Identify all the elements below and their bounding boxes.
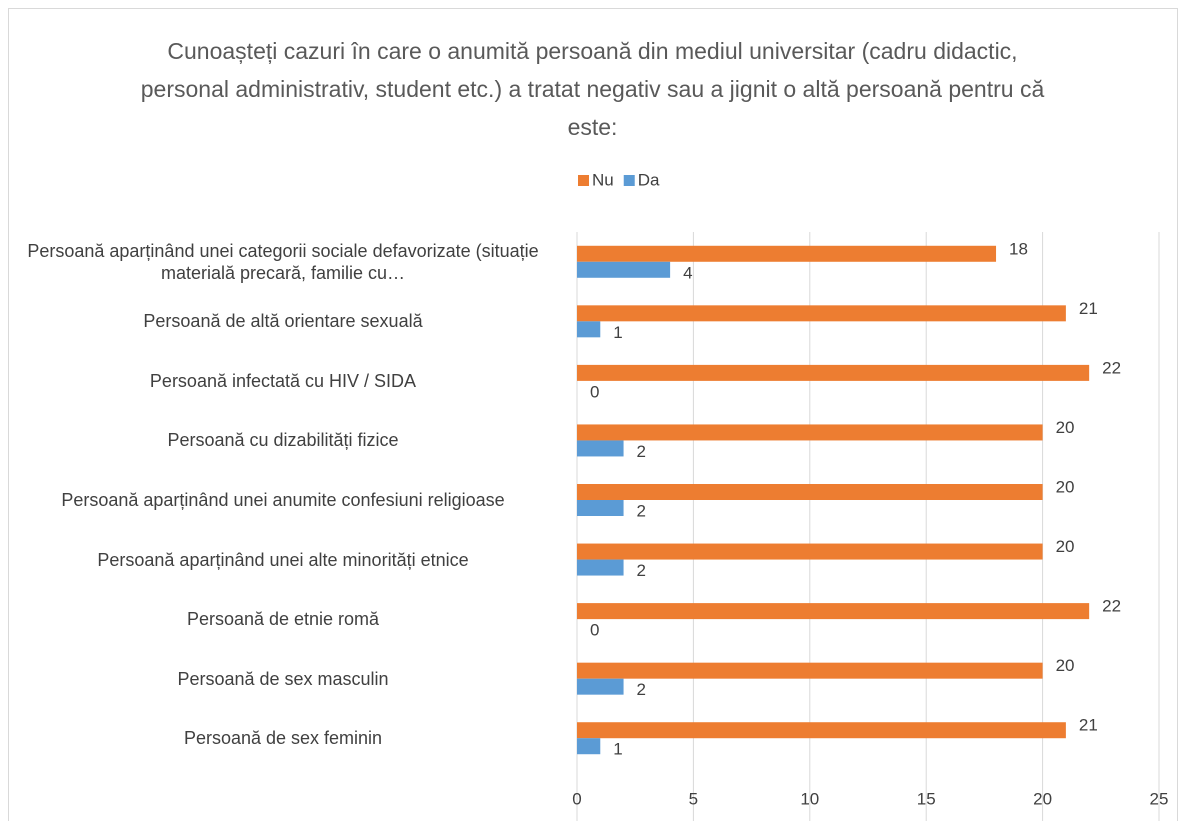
legend-label: Nu [592, 170, 614, 189]
y-tick-label: Persoană aparținând unei alte minorități… [8, 549, 558, 571]
bar [577, 484, 1043, 500]
data-label: 22 [1102, 597, 1121, 616]
bar [577, 424, 1043, 441]
y-tick-label: Persoană de sex masculin [8, 668, 558, 690]
data-label: 1 [613, 323, 622, 342]
y-tick-text: Persoană aparținând unei anumite confesi… [61, 490, 505, 510]
y-tick-text: Persoană cu dizabilități fizice [167, 430, 399, 451]
data-label: 0 [590, 621, 599, 640]
data-label: 21 [1079, 716, 1098, 735]
data-label: 2 [637, 561, 646, 580]
y-tick-text: Persoană aparținând unei categorii socia… [27, 240, 539, 283]
data-label: 2 [637, 501, 646, 520]
data-label: 20 [1056, 656, 1075, 675]
y-tick-text: Persoană de sex feminin [183, 728, 383, 749]
x-tick-label: 15 [917, 789, 936, 808]
bar [577, 722, 1066, 739]
legend-swatch [623, 175, 635, 186]
y-tick-label: Persoană cu dizabilități fizice [8, 429, 558, 451]
data-label: 0 [590, 382, 599, 401]
data-label: 2 [637, 680, 646, 699]
data-label: 21 [1079, 299, 1098, 318]
legend-label: Da [638, 170, 660, 189]
data-label: 20 [1056, 477, 1075, 496]
y-tick-text: Persoană infectată cu HIV / SIDA [149, 370, 417, 391]
y-tick-label: Persoană aparținând unei categorii socia… [8, 240, 558, 284]
bar [577, 662, 1043, 679]
data-label: 22 [1102, 358, 1121, 377]
data-label: 4 [683, 263, 692, 282]
data-label: 18 [1009, 239, 1028, 258]
bar [577, 603, 1090, 620]
y-tick-label: Persoană de sex feminin [8, 727, 558, 749]
data-label: 20 [1056, 418, 1075, 437]
y-tick-label: Persoană infectată cu HIV / SIDA [8, 370, 558, 392]
y-tick-text: Persoană de altă orientare sexuală [143, 311, 423, 332]
bar [577, 440, 624, 457]
bar [577, 500, 624, 516]
bar [577, 364, 1090, 381]
y-tick-label: Persoană aparținând unei anumite confesi… [8, 489, 558, 511]
chart-title: Cunoașteți cazuri în care o anumită pers… [140, 38, 1045, 140]
data-label: 2 [637, 442, 646, 461]
data-label: 20 [1056, 537, 1075, 556]
x-tick-label: 20 [1033, 789, 1052, 808]
y-tick-label: Persoană de etnie romă [8, 608, 558, 630]
x-tick-label: 25 [1150, 789, 1169, 808]
bar [577, 543, 1043, 560]
x-tick-label: 10 [800, 789, 819, 808]
bar [577, 738, 601, 755]
bar [577, 321, 601, 338]
chart-border [8, 8, 1178, 821]
legend-swatch [578, 175, 589, 186]
bar [577, 245, 997, 262]
bar [577, 261, 671, 278]
y-tick-text: Persoană de sex masculin [177, 668, 389, 689]
x-tick-label: 5 [689, 789, 698, 808]
bar [577, 305, 1066, 322]
y-tick-text: Persoană aparținând unei alte minorități… [97, 549, 469, 570]
y-tick-text: Persoană de etnie romă [186, 609, 380, 630]
bar [577, 559, 624, 576]
data-label: 1 [613, 740, 622, 759]
y-tick-label: Persoană de altă orientare sexuală [8, 310, 558, 332]
x-tick-label: 0 [572, 789, 581, 808]
bar [577, 678, 624, 695]
